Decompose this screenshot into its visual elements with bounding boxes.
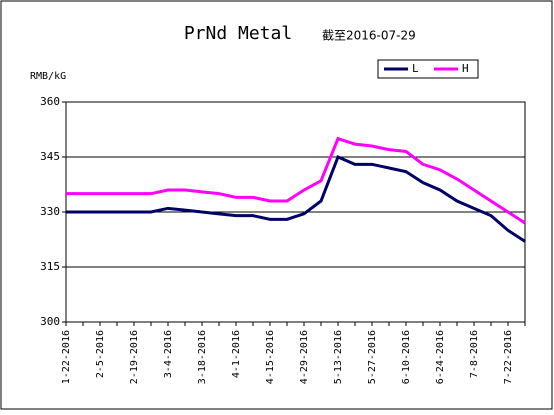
line-series: [66, 155, 526, 243]
legend: [377, 59, 479, 79]
x-tick-label: 7-8-2016: [469, 330, 480, 378]
legend-label: L: [412, 62, 419, 75]
chart-title: PrNd Metal: [184, 23, 292, 44]
x-tick-label: 4-1-2016: [231, 330, 242, 378]
x-tick-label: 2-5-2016: [95, 330, 106, 378]
y-tick-label: 345: [40, 150, 60, 163]
line-series: [66, 136, 526, 225]
y-tick-label: 330: [40, 205, 60, 218]
x-tick-label: 5-27-2016: [367, 330, 378, 384]
x-tick-label: 7-22-2016: [503, 330, 514, 384]
x-tick-label: 5-13-2016: [333, 330, 344, 384]
x-tick-label: 4-15-2016: [265, 330, 276, 384]
chart-subtitle: 截至2016-07-29: [322, 29, 416, 43]
y-tick-label: 315: [40, 260, 60, 273]
x-tick-label: 3-18-2016: [197, 330, 208, 384]
y-tick-label: 360: [40, 95, 60, 108]
x-tick-label: 3-4-2016: [163, 330, 174, 378]
x-tick-label: 6-10-2016: [401, 330, 412, 384]
x-tick-label: 4-29-2016: [299, 330, 310, 384]
x-tick-label: 2-19-2016: [129, 330, 140, 384]
y-axis-label: RMB/kG: [30, 71, 66, 82]
y-tick-label: 300: [40, 315, 60, 328]
legend-label: H: [462, 62, 469, 75]
x-tick-label: 6-24-2016: [435, 330, 446, 384]
x-tick-label: 1-22-2016: [61, 330, 72, 384]
